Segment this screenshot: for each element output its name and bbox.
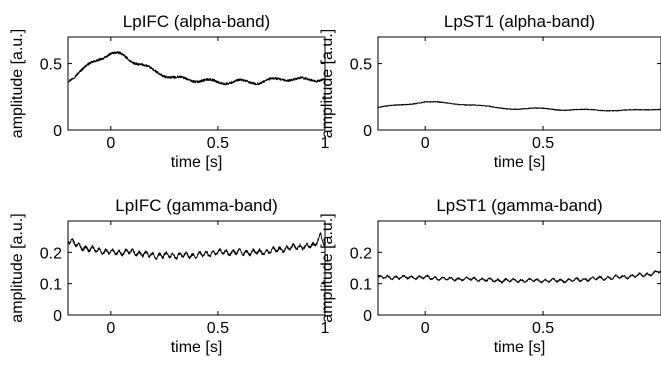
data-series-line (378, 269, 661, 284)
y-tick-label: 0.5 (40, 57, 62, 74)
x-axis-label: time [s] (494, 154, 546, 171)
x-axis-label: time [s] (494, 339, 546, 356)
plot-frame (67, 36, 326, 131)
chart-title: LpST1 (alpha-band) (444, 12, 595, 31)
x-tick-label: 0 (421, 135, 430, 152)
y-tick-label: 0.1 (350, 277, 372, 294)
x-tick-label: 1 (321, 135, 330, 152)
y-axis-label: amplitude [a.u.] (319, 29, 336, 138)
plot-frame (377, 220, 661, 316)
y-tick-label: 0 (363, 308, 372, 325)
chart-title: LpIFC (gamma-band) (115, 196, 278, 215)
data-series-line (68, 232, 325, 260)
plot-frame (67, 220, 326, 316)
y-tick-label: 0 (53, 308, 62, 325)
chart-panel-2: LpST1 (alpha-band) 0 0.5 0 0.5 time [s] amplit… (319, 12, 661, 171)
data-series-line (68, 51, 325, 86)
x-tick-label: 0 (421, 320, 430, 337)
y-tick-label: 0 (53, 123, 62, 140)
plot-frame (377, 36, 661, 131)
y-tick-label: 0.1 (40, 277, 62, 294)
chart-title: LpST1 (gamma-band) (436, 196, 602, 215)
x-axis-label: time [s] (171, 339, 223, 356)
x-tick-label: 0.5 (207, 320, 229, 337)
x-tick-label: 0.5 (207, 135, 229, 152)
x-tick-label: 1 (321, 320, 330, 337)
x-tick-label: 0 (106, 135, 115, 152)
y-tick-label: 0 (363, 123, 372, 140)
y-axis-label: amplitude [a.u.] (9, 29, 26, 138)
y-axis-label: amplitude [a.u.] (319, 213, 336, 322)
y-tick-label: 0.5 (350, 57, 372, 74)
y-tick-label: 0.2 (350, 245, 372, 262)
x-tick-label: 0.5 (532, 320, 554, 337)
y-tick-label: 0.2 (40, 245, 62, 262)
chart-panel-3: LpIFC (gamma-band) 0 0.5 1 0 0.1 0.2 time [s] am… (9, 196, 330, 356)
chart-panel-4: LpST1 (gamma-band) 0 0.5 0 0.1 0.2 time [s] amp… (319, 196, 661, 356)
x-tick-label: 0 (106, 320, 115, 337)
data-series-line (378, 100, 661, 112)
chart-title: LpIFC (alpha-band) (123, 12, 270, 31)
chart-panel-1: LpIFC (alpha-band) 0 0.5 1 0 0.5 time [s] ampli… (9, 12, 330, 171)
x-tick-label: 0.5 (532, 135, 554, 152)
y-axis-label: amplitude [a.u.] (9, 213, 26, 322)
x-axis-label: time [s] (171, 154, 223, 171)
